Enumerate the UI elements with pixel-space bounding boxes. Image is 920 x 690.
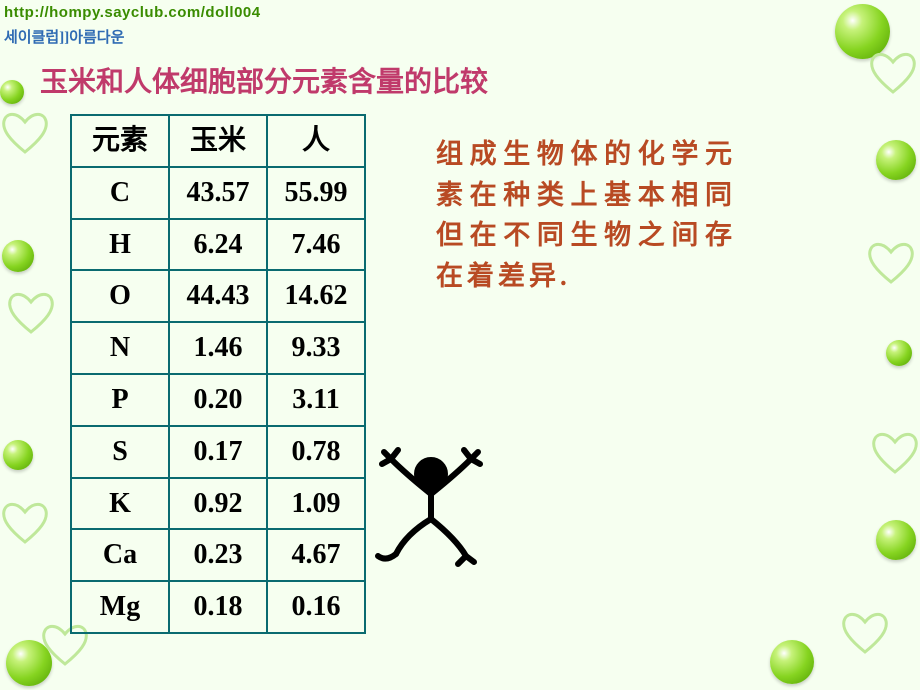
element-value: 3.11	[267, 374, 365, 426]
table-header: 玉米	[169, 115, 267, 167]
table-row: S0.170.78	[71, 426, 365, 478]
element-value: 0.20	[169, 374, 267, 426]
element-value: 0.17	[169, 426, 267, 478]
slide-content: 玉米和人体细胞部分元素含量的比较 元素玉米人 C43.5755.99H6.247…	[30, 60, 890, 634]
element-symbol: Ca	[71, 529, 169, 581]
slide-title: 玉米和人体细胞部分元素含量的比较	[40, 60, 890, 100]
table-row: Ca0.234.67	[71, 529, 365, 581]
table-row: P0.203.11	[71, 374, 365, 426]
table-row: K0.921.09	[71, 478, 365, 530]
element-value: 7.46	[267, 219, 365, 271]
element-value: 0.16	[267, 581, 365, 633]
bubble-icon	[0, 80, 24, 104]
bubble-icon	[770, 640, 814, 684]
element-symbol: P	[71, 374, 169, 426]
table-row: H6.247.46	[71, 219, 365, 271]
element-symbol: S	[71, 426, 169, 478]
korean-text: 세이클럽]]아름다운	[4, 26, 124, 47]
element-value: 55.99	[267, 167, 365, 219]
table-row: N1.469.33	[71, 322, 365, 374]
element-symbol: N	[71, 322, 169, 374]
element-value: 4.67	[267, 529, 365, 581]
element-symbol: H	[71, 219, 169, 271]
element-symbol: K	[71, 478, 169, 530]
bubble-icon	[3, 440, 33, 470]
element-value: 1.46	[169, 322, 267, 374]
element-value: 0.23	[169, 529, 267, 581]
url-text: http://hompy.sayclub.com/doll004	[4, 4, 261, 21]
table-header: 元素	[71, 115, 169, 167]
element-table: 元素玉米人 C43.5755.99H6.247.46O44.4314.62N1.…	[70, 114, 366, 634]
stick-figure-icon	[366, 444, 496, 579]
element-value: 0.78	[267, 426, 365, 478]
element-value: 44.43	[169, 270, 267, 322]
element-value: 0.92	[169, 478, 267, 530]
annotation-text: 组成生物体的化学元素在种类上基本相同但在不同生物之间存在着差异.	[436, 134, 736, 296]
table-row: C43.5755.99	[71, 167, 365, 219]
element-value: 1.09	[267, 478, 365, 530]
element-symbol: C	[71, 167, 169, 219]
table-row: O44.4314.62	[71, 270, 365, 322]
element-value: 14.62	[267, 270, 365, 322]
table-row: Mg0.180.16	[71, 581, 365, 633]
element-value: 0.18	[169, 581, 267, 633]
element-symbol: O	[71, 270, 169, 322]
element-symbol: Mg	[71, 581, 169, 633]
element-value: 6.24	[169, 219, 267, 271]
table-header: 人	[267, 115, 365, 167]
element-value: 9.33	[267, 322, 365, 374]
element-value: 43.57	[169, 167, 267, 219]
